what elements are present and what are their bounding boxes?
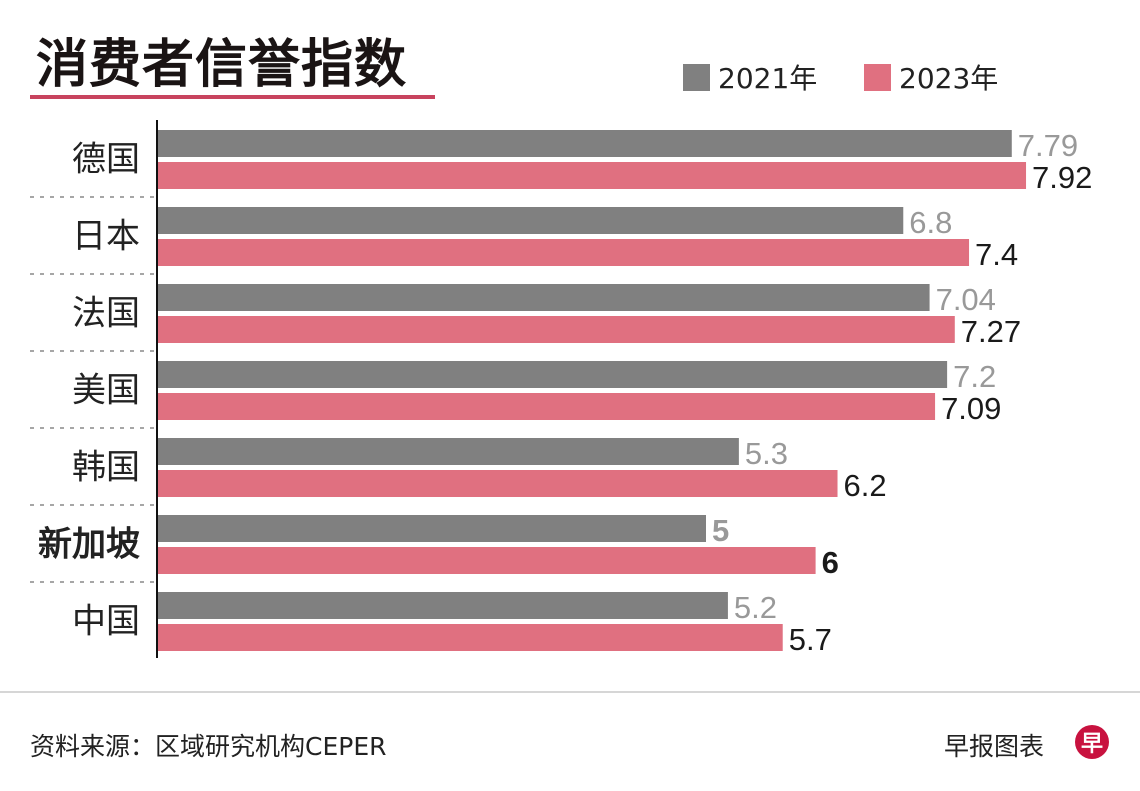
legend-swatch-2023 [864, 63, 891, 91]
data-label-2023: 7.09 [941, 391, 1001, 426]
bar-2023 [158, 393, 936, 420]
bar-2021 [158, 515, 706, 542]
data-label-2021: 7.2 [953, 359, 996, 394]
category-label: 法国 [72, 295, 140, 333]
category-label: 韩国 [72, 449, 140, 487]
bar-2023 [158, 162, 1027, 189]
data-label-2023: 7.27 [961, 314, 1021, 349]
data-label-2021: 7.04 [936, 282, 996, 317]
data-label-2023: 5.7 [789, 622, 832, 657]
legend-swatch-2021 [683, 63, 710, 91]
bar-2023 [158, 316, 955, 343]
data-label-2023: 6 [822, 545, 839, 580]
bar-2021 [158, 130, 1012, 157]
title-underline [30, 95, 435, 99]
legend-item-2021: 2021年 [683, 62, 817, 95]
data-label-2023: 6.2 [844, 468, 887, 503]
legend-label-2021: 2021年 [718, 62, 818, 95]
bar-plot: 德国 7.797.92 日本 6.8 7.4 法国 7.047.27 美国 7.27.09 韩国 5… [30, 120, 1092, 658]
bar-2023 [158, 470, 838, 497]
category-label: 新加坡 [38, 526, 140, 564]
source-note: 资料来源：区域研究机构CEPER [30, 732, 387, 761]
bar-2023 [158, 624, 783, 651]
bar-2023 [158, 239, 970, 266]
category-label: 美国 [72, 372, 140, 410]
bar-2021 [158, 207, 904, 234]
data-label-2021: 5 [712, 513, 729, 548]
legend-label-2023: 2023年 [899, 62, 999, 95]
category-label: 德国 [72, 141, 140, 179]
bar-2021 [158, 361, 948, 388]
bar-2023 [158, 547, 816, 574]
chart-title: 消费者信誉指数 [36, 35, 408, 95]
data-label-2023: 7.4 [975, 237, 1018, 272]
bar-2021 [158, 592, 728, 619]
data-label-2021: 5.3 [745, 436, 788, 471]
category-label: 中国 [72, 603, 140, 641]
bar-2021 [158, 284, 930, 311]
bar-2021 [158, 438, 739, 465]
data-label-2021: 6.8 [909, 205, 952, 240]
category-label: 日本 [72, 218, 140, 256]
zaobao-logo: 早 [1075, 725, 1109, 759]
data-label-2021: 7.79 [1018, 128, 1078, 163]
data-label-2023: 7.92 [1032, 160, 1092, 195]
footer-divider [0, 691, 1140, 693]
legend-item-2023: 2023年 [864, 62, 998, 95]
brand-label: 早报图表 [944, 732, 1045, 761]
data-label-2021: 5.2 [734, 590, 777, 625]
